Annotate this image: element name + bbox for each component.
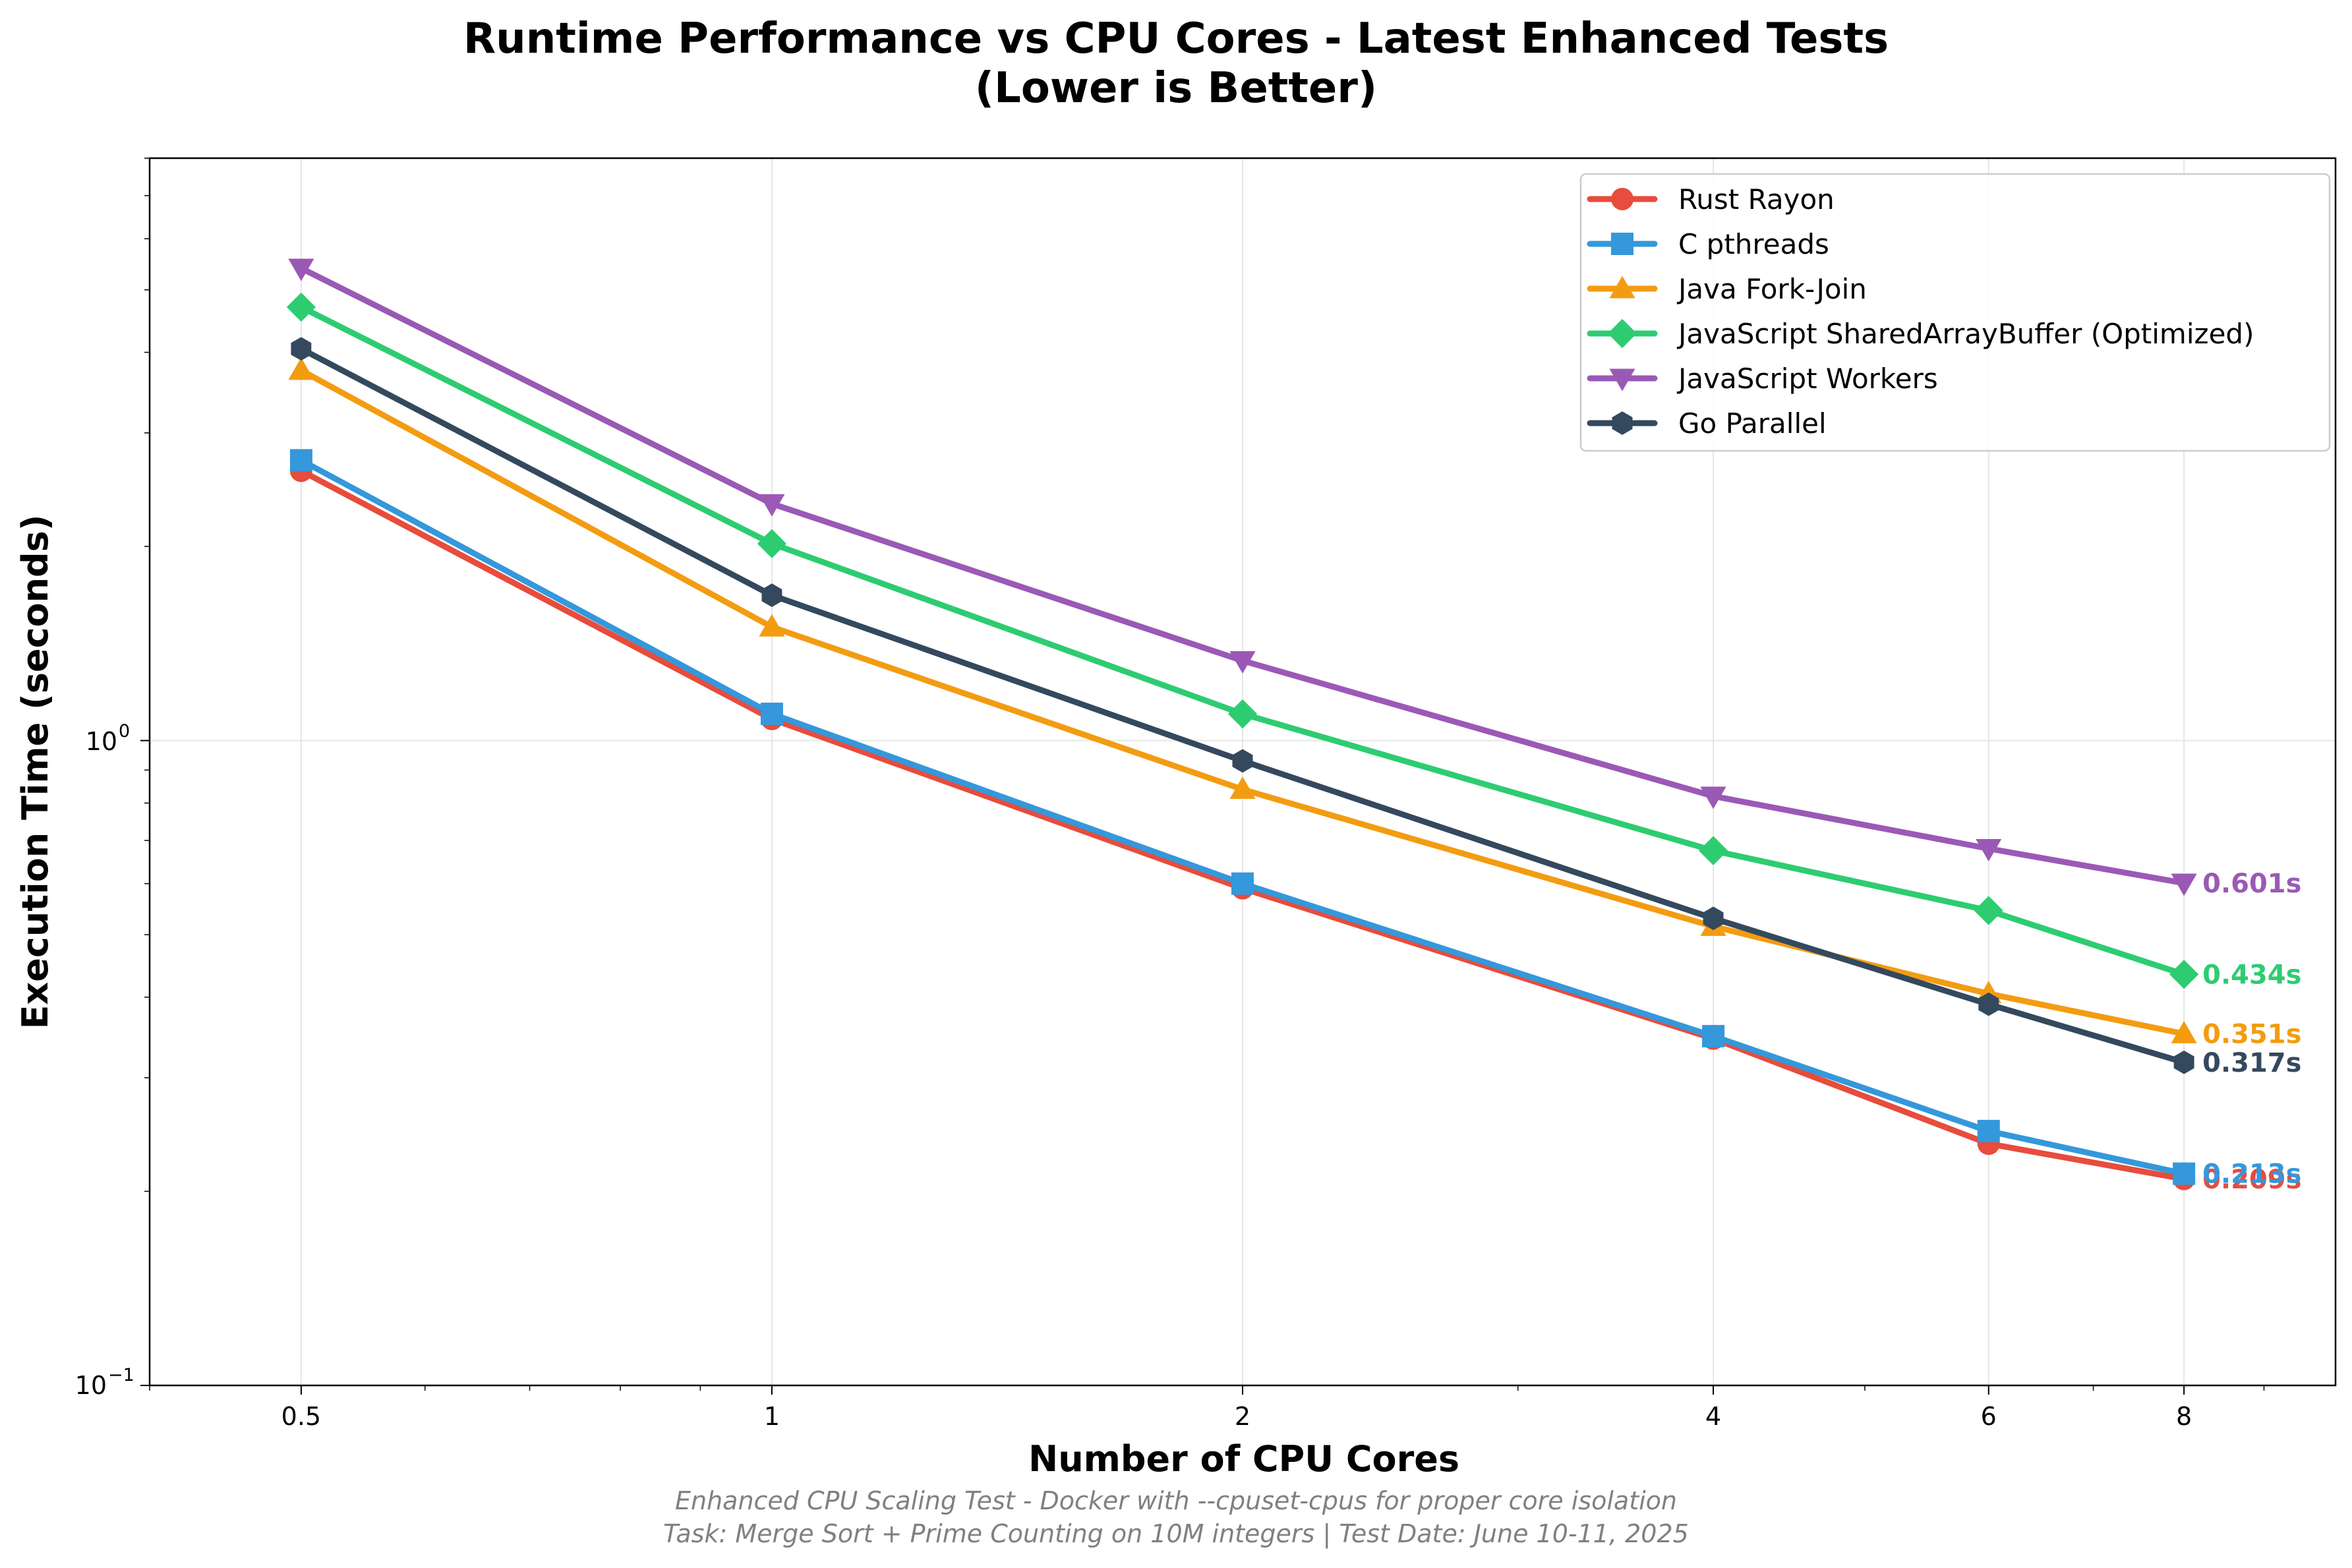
series-c-pthreads [289, 449, 2196, 1185]
marker-hexagon [291, 337, 312, 361]
y-tick-label-base: 10 [75, 1371, 107, 1400]
series-line [298, 265, 2187, 886]
marker-triangle-down [1609, 368, 1635, 392]
marker-triangle-up [1229, 776, 1256, 799]
marker-square [289, 449, 312, 472]
x-tick-label: 6 [1981, 1402, 1997, 1431]
chart-title-line-2: (Lower is Better) [975, 64, 1377, 113]
legend: Rust Rayon C pthreads Java Fork-Join JavaSc… [1579, 173, 2331, 452]
marker-triangle-down [1976, 839, 2002, 862]
legend-label: JavaScript SharedArrayBuffer (Optimized) [1676, 318, 2254, 350]
marker-triangle-down [288, 258, 314, 281]
marker-hexagon [761, 583, 782, 607]
marker-hexagon [2173, 1050, 2194, 1074]
marker-circle [1611, 188, 1633, 210]
legend-box [1579, 173, 2331, 452]
y-axis-ticks [140, 158, 150, 1386]
marker-diamond [1227, 699, 1258, 729]
marker-diamond [1607, 318, 1637, 349]
series-line [298, 304, 2187, 977]
series-line [298, 345, 2187, 1066]
chart-title-line-1: Runtime Performance vs CPU Cores - Lates… [463, 15, 1889, 63]
y-tick-label-exponent: −1 [108, 1365, 134, 1385]
series-lines [286, 258, 2199, 1190]
x-axis-ticks: 0.5 1 2 4 6 8 [149, 1385, 2265, 1431]
marker-triangle-up [759, 614, 785, 637]
marker-hexagon [1232, 749, 1253, 773]
series-javascript-workers [288, 258, 2197, 896]
marker-diamond [2169, 960, 2199, 989]
marker-hexagon [1612, 411, 1633, 435]
x-tick-label: 2 [1235, 1402, 1250, 1431]
series-line [298, 367, 2187, 1037]
y-tick-label-10-minus-1: 10 −1 [75, 1365, 134, 1400]
series-javascript-sharedarraybuffer-optimized [286, 292, 2199, 989]
end-value-label: 0.434s [2202, 960, 2301, 990]
marker-diamond [757, 529, 787, 558]
legend-entries: Rust Rayon C pthreads Java Fork-Join JavaSc… [1587, 183, 2254, 440]
legend-entry: Go Parallel [1587, 407, 1827, 440]
legend-label: Go Parallel [1678, 407, 1827, 440]
y-axis-label: Execution Time (seconds) [15, 515, 56, 1030]
legend-entry: JavaScript SharedArrayBuffer (Optimized) [1587, 318, 2254, 350]
x-tick-label: 0.5 [281, 1402, 321, 1431]
x-tick-label: 4 [1705, 1402, 1721, 1431]
end-value-label: 0.317s [2202, 1048, 2301, 1078]
legend-label: C pthreads [1678, 228, 1829, 260]
legend-label: Rust Rayon [1678, 183, 1835, 216]
end-value-label: 0.213s [2202, 1159, 2301, 1190]
series-go-parallel [291, 337, 2194, 1074]
marker-square [760, 703, 783, 726]
end-value-label: 0.209s [2202, 1165, 2301, 1195]
footnote-line-2: Task: Merge Sort + Prime Counting on 10M… [663, 1519, 1689, 1549]
x-tick-label: 1 [764, 1402, 780, 1431]
marker-triangle-down [759, 494, 785, 517]
end-value-label: 0.601s [2202, 869, 2301, 899]
marker-diamond [286, 292, 316, 322]
marker-triangle-down [2171, 873, 2197, 896]
footnote-line-1: Enhanced CPU Scaling Test - Docker with … [675, 1486, 1677, 1515]
marker-square [1231, 872, 1254, 895]
series-line [298, 467, 2187, 1182]
marker-triangle-down [1229, 651, 1256, 674]
legend-entry: Rust Rayon [1587, 183, 1835, 216]
marker-hexagon [1703, 906, 1724, 931]
y-tick-label-10-0: 10 0 [86, 721, 131, 756]
legend-entry: C pthreads [1587, 228, 1829, 260]
y-tick-label-exponent: 0 [119, 721, 130, 741]
legend-entry: JavaScript Workers [1587, 363, 1938, 395]
legend-label: Java Fork-Join [1676, 273, 1867, 305]
x-axis-label: Number of CPU Cores [1028, 1438, 1459, 1480]
marker-diamond [1974, 896, 2003, 925]
marker-square [2173, 1162, 2196, 1185]
series-line [298, 457, 2187, 1177]
marker-square [1702, 1025, 1725, 1048]
marker-square [1977, 1120, 2000, 1143]
marker-triangle-up [288, 357, 314, 380]
x-tick-label: 8 [2176, 1402, 2192, 1431]
marker-triangle-up [2171, 1020, 2197, 1043]
marker-triangle-down [1700, 786, 1726, 809]
y-tick-label-base: 10 [86, 727, 117, 756]
legend-label: JavaScript Workers [1676, 363, 1938, 395]
marker-triangle-up [1609, 276, 1635, 299]
marker-hexagon [1978, 992, 1999, 1016]
marker-diamond [1698, 836, 1728, 865]
marker-square [1611, 233, 1633, 255]
end-value-label: 0.351s [2202, 1019, 2301, 1049]
legend-entry: Java Fork-Join [1587, 273, 1867, 305]
